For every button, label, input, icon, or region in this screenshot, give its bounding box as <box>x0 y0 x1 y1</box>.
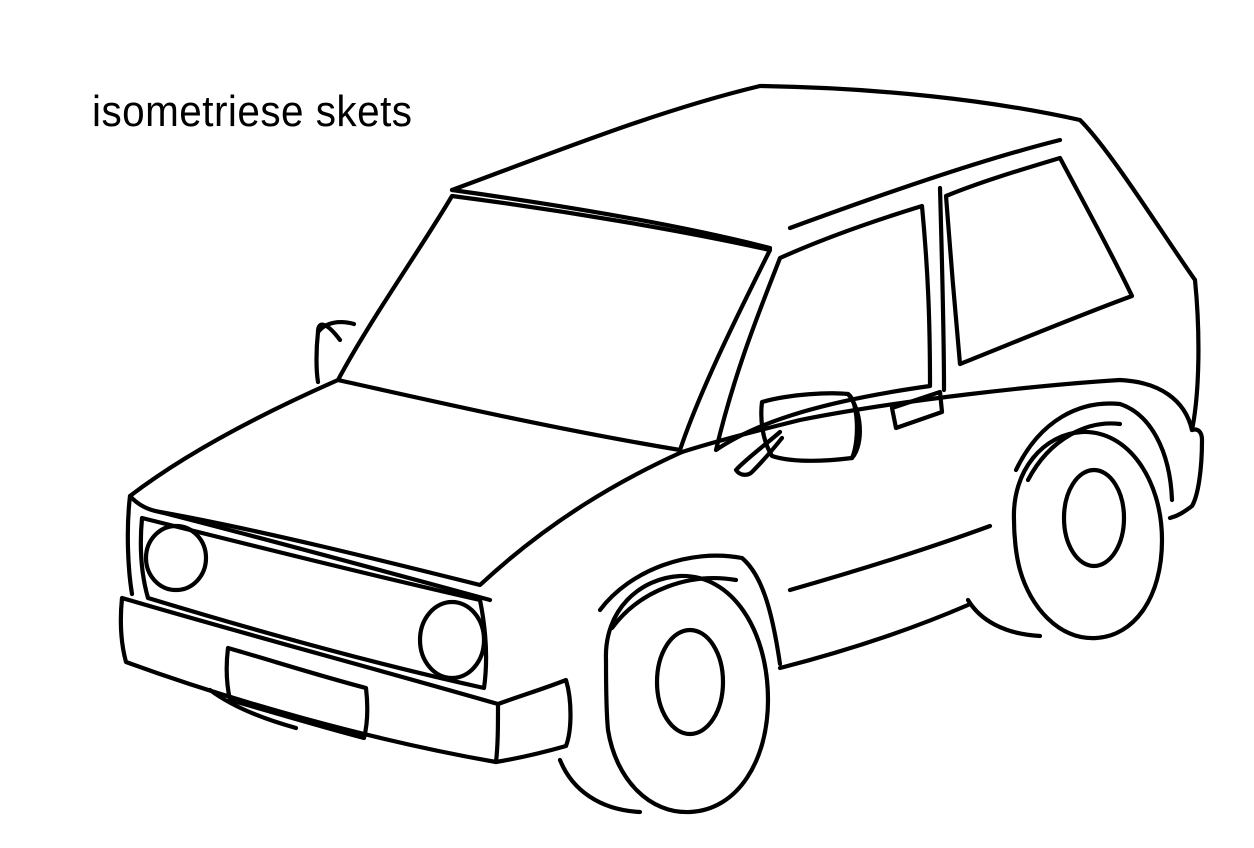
b-pillar <box>937 185 947 393</box>
front-door-window <box>713 203 933 453</box>
rear-bumper <box>1167 427 1205 521</box>
windshield <box>335 193 773 453</box>
roof-front-edge <box>449 187 773 251</box>
near-mirror-edge <box>845 391 862 461</box>
roof-side-edge <box>787 137 1063 231</box>
front-wheel-arch <box>597 553 783 667</box>
front-hubcap <box>654 627 726 737</box>
side-sill <box>777 602 971 671</box>
right-headlight <box>417 599 487 681</box>
bonnet-lower-line <box>157 509 493 603</box>
roof-outline <box>449 83 1201 433</box>
door-handle <box>889 389 945 431</box>
rear-side-window <box>943 155 1135 367</box>
front-spoiler <box>207 687 299 731</box>
number-plate <box>224 645 370 741</box>
rear-hubcap <box>1061 467 1127 569</box>
side-body-top <box>679 377 1195 455</box>
far-mirror <box>314 322 343 385</box>
side-crease <box>787 523 993 593</box>
rear-wheel-arch <box>1013 401 1175 503</box>
left-headlight <box>143 523 209 593</box>
rear-tyre <box>1011 429 1165 641</box>
front-tyre <box>603 573 771 815</box>
front-wheel-arch-inner <box>609 576 739 631</box>
caption-label: isometriese skets <box>92 87 413 136</box>
front-face <box>125 493 135 597</box>
bumper-side <box>493 677 573 765</box>
bonnet-outline <box>127 377 685 588</box>
rear-tyre-back <box>965 597 1043 639</box>
front-tyre-back <box>557 757 643 815</box>
near-mirror-stalk <box>733 429 785 477</box>
grille-panel <box>138 515 489 691</box>
far-mirror-top <box>315 320 357 335</box>
